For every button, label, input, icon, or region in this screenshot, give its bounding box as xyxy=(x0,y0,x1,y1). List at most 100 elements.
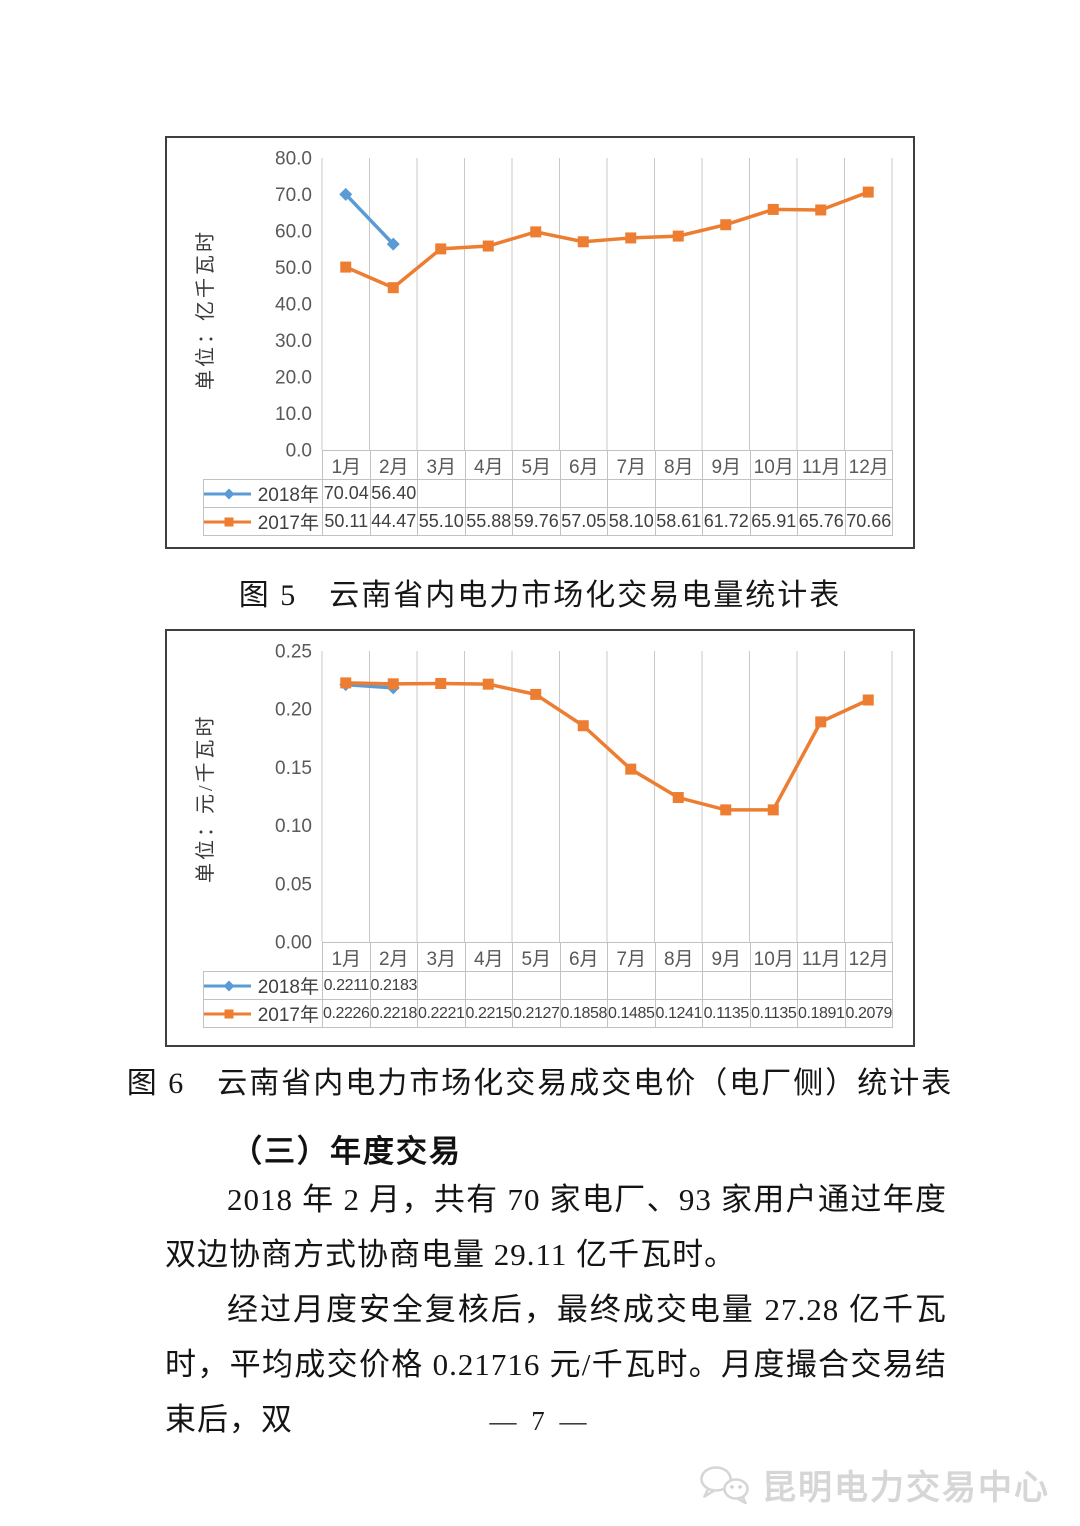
value-cell: 55.10 xyxy=(417,507,466,536)
diamond-marker xyxy=(223,980,235,991)
y-tick-label: 80.0 xyxy=(275,149,312,170)
figure5-y-axis-unit-label: 单位：亿千瓦时 xyxy=(195,229,217,390)
y-tick-label: 50.0 xyxy=(275,258,312,279)
value-cell xyxy=(607,479,656,508)
table-row: 2018年 70.04 56.40 xyxy=(203,479,893,508)
value-cell: 70.66 xyxy=(844,507,893,536)
y-tick-label: 10.0 xyxy=(275,404,312,425)
y-tick-label: 70.0 xyxy=(275,185,312,206)
series-name: 2017年 xyxy=(257,1005,319,1026)
series-line-2018年 xyxy=(344,193,395,246)
wechat-icon xyxy=(700,1465,749,1504)
square-marker xyxy=(340,261,352,273)
y-tick-label: 40.0 xyxy=(275,295,312,316)
series-name: 2017年 xyxy=(257,513,319,534)
month-header: 11月 xyxy=(797,942,846,972)
month-header: 1月 xyxy=(322,450,371,480)
month-header: 6月 xyxy=(559,450,608,480)
series-name: 2018年 xyxy=(257,977,319,998)
value-cell: 0.1858 xyxy=(559,999,608,1028)
value-cell: 65.76 xyxy=(797,507,846,536)
month-header: 2月 xyxy=(369,942,418,972)
square-marker xyxy=(387,678,399,690)
figure5-data-table: 1月 2月 3月 4月 5月 6月 7月 8月 9月 10月 11月 12月 2018年 70.04 56.… xyxy=(203,450,893,536)
value-cell: 0.1135 xyxy=(702,999,751,1028)
value-cell xyxy=(797,971,846,1000)
square-marker xyxy=(815,716,827,728)
table-row: 2018年 0.2211 0.2183 xyxy=(203,971,893,1000)
square-marker xyxy=(387,282,399,294)
series-name: 2018年 xyxy=(257,485,319,506)
table-row: 2017年 50.11 44.47 55.10 55.88 59.76 57.05 58.10… xyxy=(203,507,893,536)
value-cell: 56.40 xyxy=(369,479,418,508)
value-cell xyxy=(559,971,608,1000)
y-tick-label: 60.0 xyxy=(275,222,312,243)
value-cell xyxy=(559,479,608,508)
y-tick-label: 0.20 xyxy=(275,700,312,721)
square-marker xyxy=(720,219,732,231)
figure5-chart: 单位：亿千瓦时 0.0 10.0 20.0 30.0 40.0 50.0 60.0 70.0 8… xyxy=(165,136,915,549)
square-marker xyxy=(577,720,589,732)
value-cell: 0.1891 xyxy=(797,999,846,1028)
body-text: 2018 年 2 月，共有 70 家电厂、93 家用户通过年度双边协商方式协商电… xyxy=(165,1172,947,1447)
month-header: 8月 xyxy=(654,942,703,972)
value-cell: 0.2218 xyxy=(369,999,418,1028)
month-header: 5月 xyxy=(512,450,561,480)
month-header: 4月 xyxy=(464,450,513,480)
month-header: 6月 xyxy=(559,942,608,972)
square-marker xyxy=(530,226,542,238)
value-cell xyxy=(417,479,466,508)
square-marker xyxy=(224,1009,234,1018)
square-marker xyxy=(767,804,779,816)
square-marker xyxy=(530,688,542,700)
square-marker xyxy=(625,232,637,244)
month-header: 10月 xyxy=(749,450,798,480)
value-cell: 58.61 xyxy=(654,507,703,536)
value-cell: 0.2079 xyxy=(844,999,893,1028)
value-cell: 0.2183 xyxy=(369,971,418,1000)
figure6-y-axis-unit-label: 单位：元/千瓦时 xyxy=(195,713,217,883)
square-marker xyxy=(672,230,684,242)
square-marker xyxy=(435,677,447,689)
value-cell: 0.1241 xyxy=(654,999,703,1028)
y-tick-label: 0.15 xyxy=(275,758,312,779)
month-header: 8月 xyxy=(654,450,703,480)
figure6-data-table: 1月 2月 3月 4月 5月 6月 7月 8月 9月 10月 11月 12月 2018年 0.2211 0.… xyxy=(203,942,893,1028)
square-marker xyxy=(435,243,447,255)
page-number: — 7 — xyxy=(489,1406,591,1436)
value-cell xyxy=(797,479,846,508)
value-cell: 55.88 xyxy=(464,507,513,536)
month-header: 5月 xyxy=(512,942,561,972)
month-header: 10月 xyxy=(749,942,798,972)
value-cell: 0.1135 xyxy=(749,999,798,1028)
square-marker xyxy=(340,677,352,689)
month-header: 7月 xyxy=(607,942,656,972)
value-cell xyxy=(654,971,703,1000)
month-header: 12月 xyxy=(844,450,893,480)
month-header: 1月 xyxy=(322,942,371,972)
figure6-caption: 图 6 云南省内电力市场化交易成交电价（电厂侧）统计表 xyxy=(126,1067,954,1100)
y-tick-label: 0.05 xyxy=(275,874,312,895)
diamond-marker xyxy=(223,488,235,499)
value-cell: 0.2226 xyxy=(322,999,371,1028)
value-cell xyxy=(702,479,751,508)
y-tick-label: 0.0 xyxy=(286,441,312,462)
square-marker xyxy=(482,678,494,690)
square-marker xyxy=(862,186,874,198)
month-header: 2月 xyxy=(369,450,418,480)
value-cell xyxy=(512,971,561,1000)
paragraph: 2018 年 2 月，共有 70 家电厂、93 家用户通过年度双边协商方式协商电… xyxy=(165,1182,947,1272)
y-tick-label: 0.10 xyxy=(275,816,312,837)
value-cell: 0.2127 xyxy=(512,999,561,1028)
value-cell xyxy=(607,971,656,1000)
legend-key-2017年 xyxy=(204,1009,251,1018)
section-heading: （三）年度交易 xyxy=(231,1134,462,1169)
square-marker xyxy=(625,763,637,775)
value-cell: 0.2211 xyxy=(322,971,371,1000)
month-header: 3月 xyxy=(417,942,466,972)
value-cell: 0.2215 xyxy=(464,999,513,1028)
month-header: 12月 xyxy=(844,942,893,972)
legend-cell-2018年: 2018年 xyxy=(203,479,323,508)
month-header: 7月 xyxy=(607,450,656,480)
